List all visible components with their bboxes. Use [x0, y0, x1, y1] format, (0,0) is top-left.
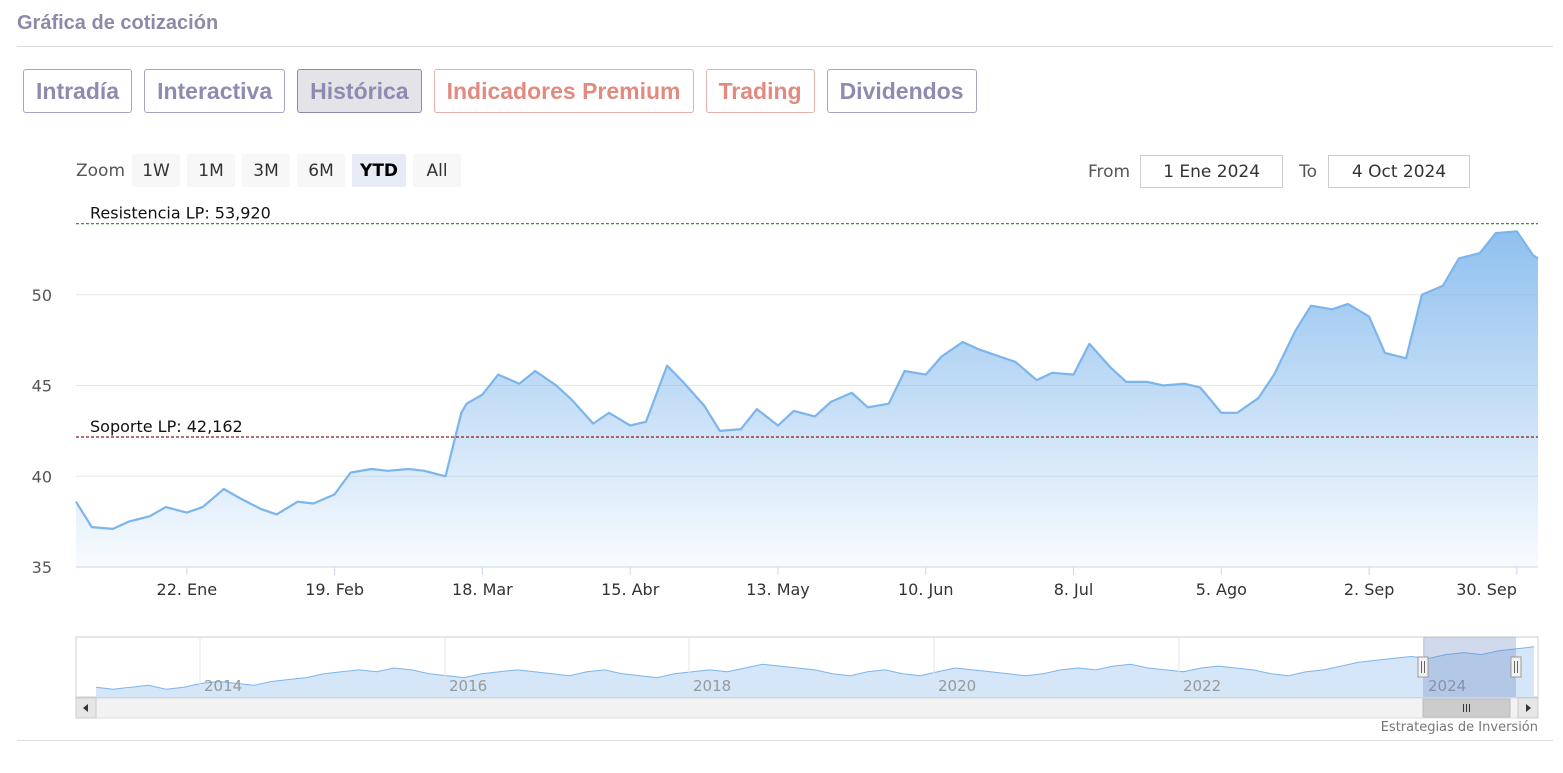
- x-tick-label: 5. Ago: [1196, 580, 1247, 599]
- to-date-input[interactable]: [1328, 155, 1471, 188]
- x-tick-label: 15. Abr: [601, 580, 660, 599]
- chevron-right-icon: [1526, 704, 1531, 712]
- to-label: To: [1299, 161, 1318, 182]
- chevron-left-icon: [83, 704, 88, 712]
- x-tick-label: 22. Ene: [157, 580, 218, 599]
- navigator-right-handle[interactable]: [1510, 656, 1522, 678]
- handle-body: [1417, 656, 1429, 678]
- y-tick-label: 40: [32, 467, 52, 486]
- chart-tabs: Intradía Interactiva Histórica Indicador…: [23, 69, 977, 113]
- price-area: [76, 231, 1538, 568]
- navigator-left-handle[interactable]: [1417, 656, 1429, 678]
- navigator-year-label: 2024: [1428, 677, 1466, 695]
- y-tick-label: 45: [32, 377, 52, 396]
- navigator-selection: [1423, 637, 1516, 697]
- page-title: Gráfica de cotización: [17, 12, 219, 34]
- tab-historica[interactable]: Histórica: [297, 69, 422, 113]
- scrollbar-track[interactable]: [75, 697, 1539, 719]
- tab-dividendos[interactable]: Dividendos: [826, 69, 977, 113]
- top-divider: [17, 46, 1553, 47]
- navigator-year-label: 2020: [938, 677, 976, 695]
- zoom-1m-button[interactable]: 1M: [187, 154, 236, 187]
- zoom-all-button[interactable]: All: [413, 154, 462, 187]
- price-line: [75, 230, 1539, 530]
- navigator-chart: 2014 2016 2018 2020 2022 2024: [75, 636, 1539, 719]
- plot-line-label-0: Resistencia LP: 53,920: [90, 204, 271, 223]
- handle-body: [1510, 656, 1522, 678]
- x-tick-label: 8. Jul: [1054, 580, 1094, 599]
- y-tick-label: 35: [32, 558, 52, 577]
- zoom-label: Zoom: [76, 160, 126, 181]
- navigator-year-label: 2018: [693, 677, 731, 695]
- x-tick-label: 10. Jun: [898, 580, 954, 599]
- zoom-1w-button[interactable]: 1W: [132, 154, 181, 187]
- x-tick-label: 19. Feb: [305, 580, 364, 599]
- from-date-input[interactable]: [1140, 155, 1284, 188]
- x-tick-label: 2. Sep: [1344, 580, 1395, 599]
- zoom-3m-button[interactable]: 3M: [242, 154, 291, 187]
- navigator-year-label: 2014: [204, 677, 242, 695]
- chart-credits[interactable]: Estrategias de Inversión: [1380, 720, 1538, 735]
- navigator-year-label: 2022: [1183, 677, 1221, 695]
- navigator-area: [96, 646, 1534, 697]
- tab-indicadores-premium[interactable]: Indicadores Premium: [433, 69, 694, 113]
- zoom-6m-button[interactable]: 6M: [297, 154, 346, 187]
- date-range-selector: From To: [1088, 155, 1471, 188]
- from-label: From: [1088, 161, 1131, 182]
- navigator-year-label: 2016: [449, 677, 487, 695]
- tab-intradia[interactable]: Intradía: [23, 69, 133, 113]
- price-chart: 35 40 45 50 Resistencia LP: 53,920 Soporte LP…: [32, 204, 1539, 599]
- y-tick-label: 50: [32, 286, 52, 305]
- zoom-ytd-button[interactable]: YTD: [352, 154, 407, 187]
- x-tick-label: 18. Mar: [452, 580, 513, 599]
- x-tick-label: 30. Sep: [1456, 580, 1517, 599]
- tab-interactiva[interactable]: Interactiva: [144, 69, 286, 113]
- x-tick-label: 13. May: [746, 580, 810, 599]
- plot-line-label-1: Soporte LP: 42,162: [90, 417, 243, 436]
- tab-trading[interactable]: Trading: [705, 69, 815, 113]
- navigator-line: [95, 646, 1535, 690]
- zoom-selector: Zoom 1W 1M 3M 6M YTD All: [76, 154, 468, 187]
- bottom-divider: [17, 740, 1553, 741]
